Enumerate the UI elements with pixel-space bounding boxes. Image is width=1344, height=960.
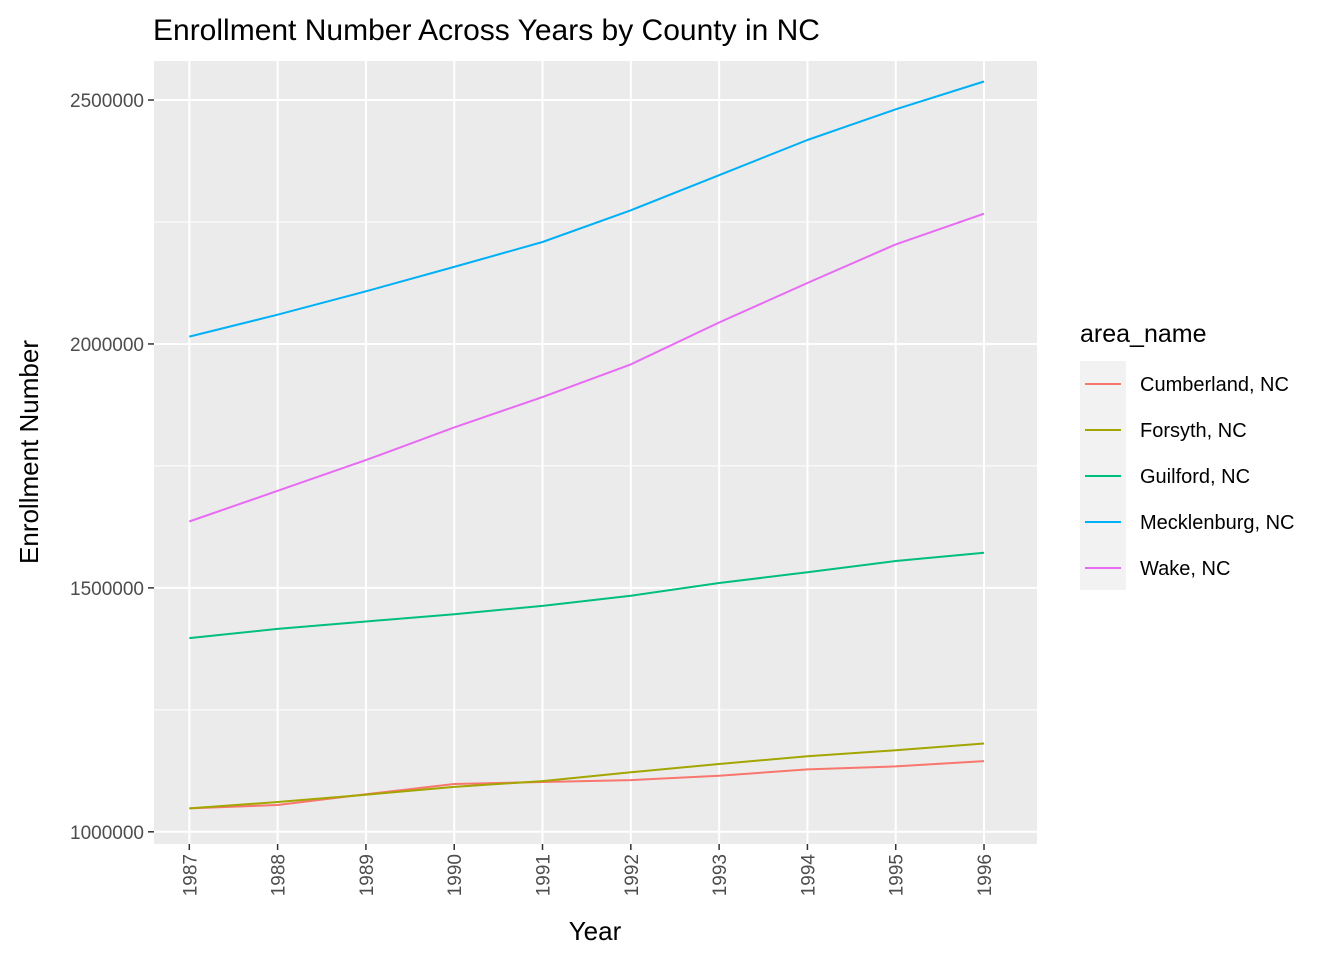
x-tick-label: 1993 — [710, 854, 731, 896]
legend-label-mecklenburg-nc: Mecklenburg, NC — [1140, 512, 1295, 534]
legend: area_name Cumberland, NC Forsyth, NC Guilf… — [1080, 320, 1295, 590]
x-tick-label: 1994 — [798, 854, 819, 897]
series-line-wake-nc — [188, 212, 985, 523]
legend-label-wake-nc: Wake, NC — [1140, 558, 1230, 580]
legend-title: area_name — [1080, 320, 1206, 348]
plot-panel — [154, 61, 1037, 844]
x-tick-label: 1988 — [269, 854, 290, 896]
x-tick-label: 1991 — [534, 854, 555, 896]
x-tick-label: 1996 — [975, 854, 996, 896]
x-tick-label: 1987 — [180, 854, 201, 896]
major-gridlines — [154, 61, 1037, 844]
y-axis: 1000000 1500000 2000000 2500000 — [70, 91, 154, 844]
y-tick-label: 2500000 — [70, 91, 144, 112]
x-tick-label: 1989 — [357, 854, 378, 896]
legend-label-guilford-nc: Guilford, NC — [1140, 466, 1250, 488]
chart-title: Enrollment Number Across Years by County… — [153, 14, 820, 47]
x-axis-title: Year — [569, 916, 622, 946]
x-tick-label: 1992 — [622, 854, 643, 896]
series-line-guilford-nc — [189, 551, 985, 640]
legend-label-cumberland-nc: Cumberland, NC — [1140, 374, 1289, 396]
series-lines — [188, 80, 985, 810]
y-tick-label: 2000000 — [70, 335, 144, 356]
series-line-cumberland-nc — [189, 760, 985, 810]
legend-label-forsyth-nc: Forsyth, NC — [1140, 420, 1247, 442]
x-tick-label: 1990 — [445, 854, 466, 896]
y-tick-label: 1500000 — [70, 579, 144, 600]
y-axis-title: Enrollment Number — [14, 340, 44, 564]
x-axis: 1987 1988 1989 1990 1991 1992 1993 1994 1995 1996 — [180, 844, 996, 896]
series-line-forsyth-nc — [189, 742, 985, 810]
y-tick-label: 1000000 — [70, 823, 144, 844]
x-tick-label: 1995 — [887, 854, 908, 896]
series-line-mecklenburg-nc — [189, 80, 985, 338]
